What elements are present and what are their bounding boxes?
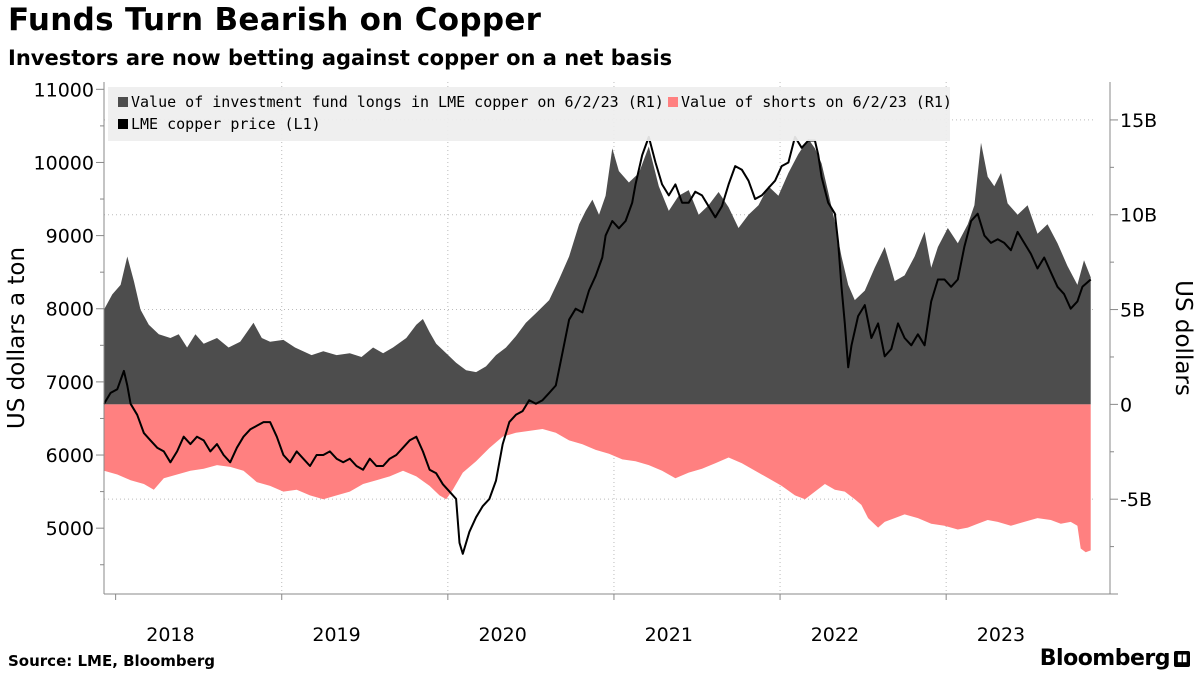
legend-box bbox=[108, 87, 950, 141]
shorts-area-series bbox=[104, 404, 1091, 553]
y-left-tick-label: 8000 bbox=[46, 299, 94, 321]
y-left-tick-label: 6000 bbox=[46, 445, 94, 467]
legend-label-longs: Value of investment fund longs in LME co… bbox=[131, 93, 664, 111]
x-tick-label: 2021 bbox=[645, 624, 693, 646]
brand-text: Bloomberg bbox=[1039, 646, 1171, 671]
x-tick-label: 2018 bbox=[146, 624, 194, 646]
legend-swatch-longs bbox=[118, 97, 128, 107]
legend-label-shorts: Value of shorts on 6/2/23 (R1) bbox=[681, 93, 952, 111]
source-note: Source: LME, Bloomberg bbox=[8, 652, 215, 670]
y-right-tick-label: 5B bbox=[1120, 300, 1145, 322]
y-right-tick-label: 10B bbox=[1120, 205, 1157, 227]
legend-swatch-shorts bbox=[668, 97, 678, 107]
x-tick-label: 2022 bbox=[811, 624, 859, 646]
y-left-tick-label: 5000 bbox=[46, 518, 94, 540]
y-right-tick-label: 0 bbox=[1120, 394, 1132, 416]
bloomberg-mark-icon: ▮▮ bbox=[1174, 650, 1190, 667]
y-left-tick-label: 7000 bbox=[46, 372, 94, 394]
y-axis-left-title: US dollars a ton bbox=[4, 247, 30, 429]
bloomberg-logo: Bloomberg ▮▮ bbox=[1040, 646, 1190, 671]
y-left-tick-label: 9000 bbox=[46, 226, 94, 248]
y-right-tick-label: -5B bbox=[1120, 489, 1152, 511]
y-right-tick-label: 15B bbox=[1120, 110, 1157, 132]
legend: Value of investment fund longs in LME co… bbox=[108, 87, 952, 141]
x-tick-label: 2019 bbox=[312, 624, 360, 646]
chart-title: Funds Turn Bearish on Copper bbox=[8, 2, 542, 38]
legend-swatch-price bbox=[118, 119, 128, 129]
y-axis-right-title: US dollars bbox=[1170, 280, 1196, 396]
x-tick-label: 2023 bbox=[977, 624, 1025, 646]
price-line bbox=[103, 135, 1092, 555]
axes: 5000 6000 7000 8000 9000 10000 11000 -5B 0 5B 10B 1… bbox=[34, 79, 1158, 646]
shorts-area bbox=[104, 404, 1091, 553]
y-left-tick-label: 11000 bbox=[34, 79, 94, 101]
price-line-series bbox=[103, 135, 1092, 555]
x-tick-label: 2020 bbox=[478, 624, 526, 646]
y-left-tick-label: 10000 bbox=[34, 152, 94, 174]
chart-subtitle: Investors are now betting against copper… bbox=[8, 46, 673, 70]
legend-label-price: LME copper price (L1) bbox=[131, 115, 321, 133]
